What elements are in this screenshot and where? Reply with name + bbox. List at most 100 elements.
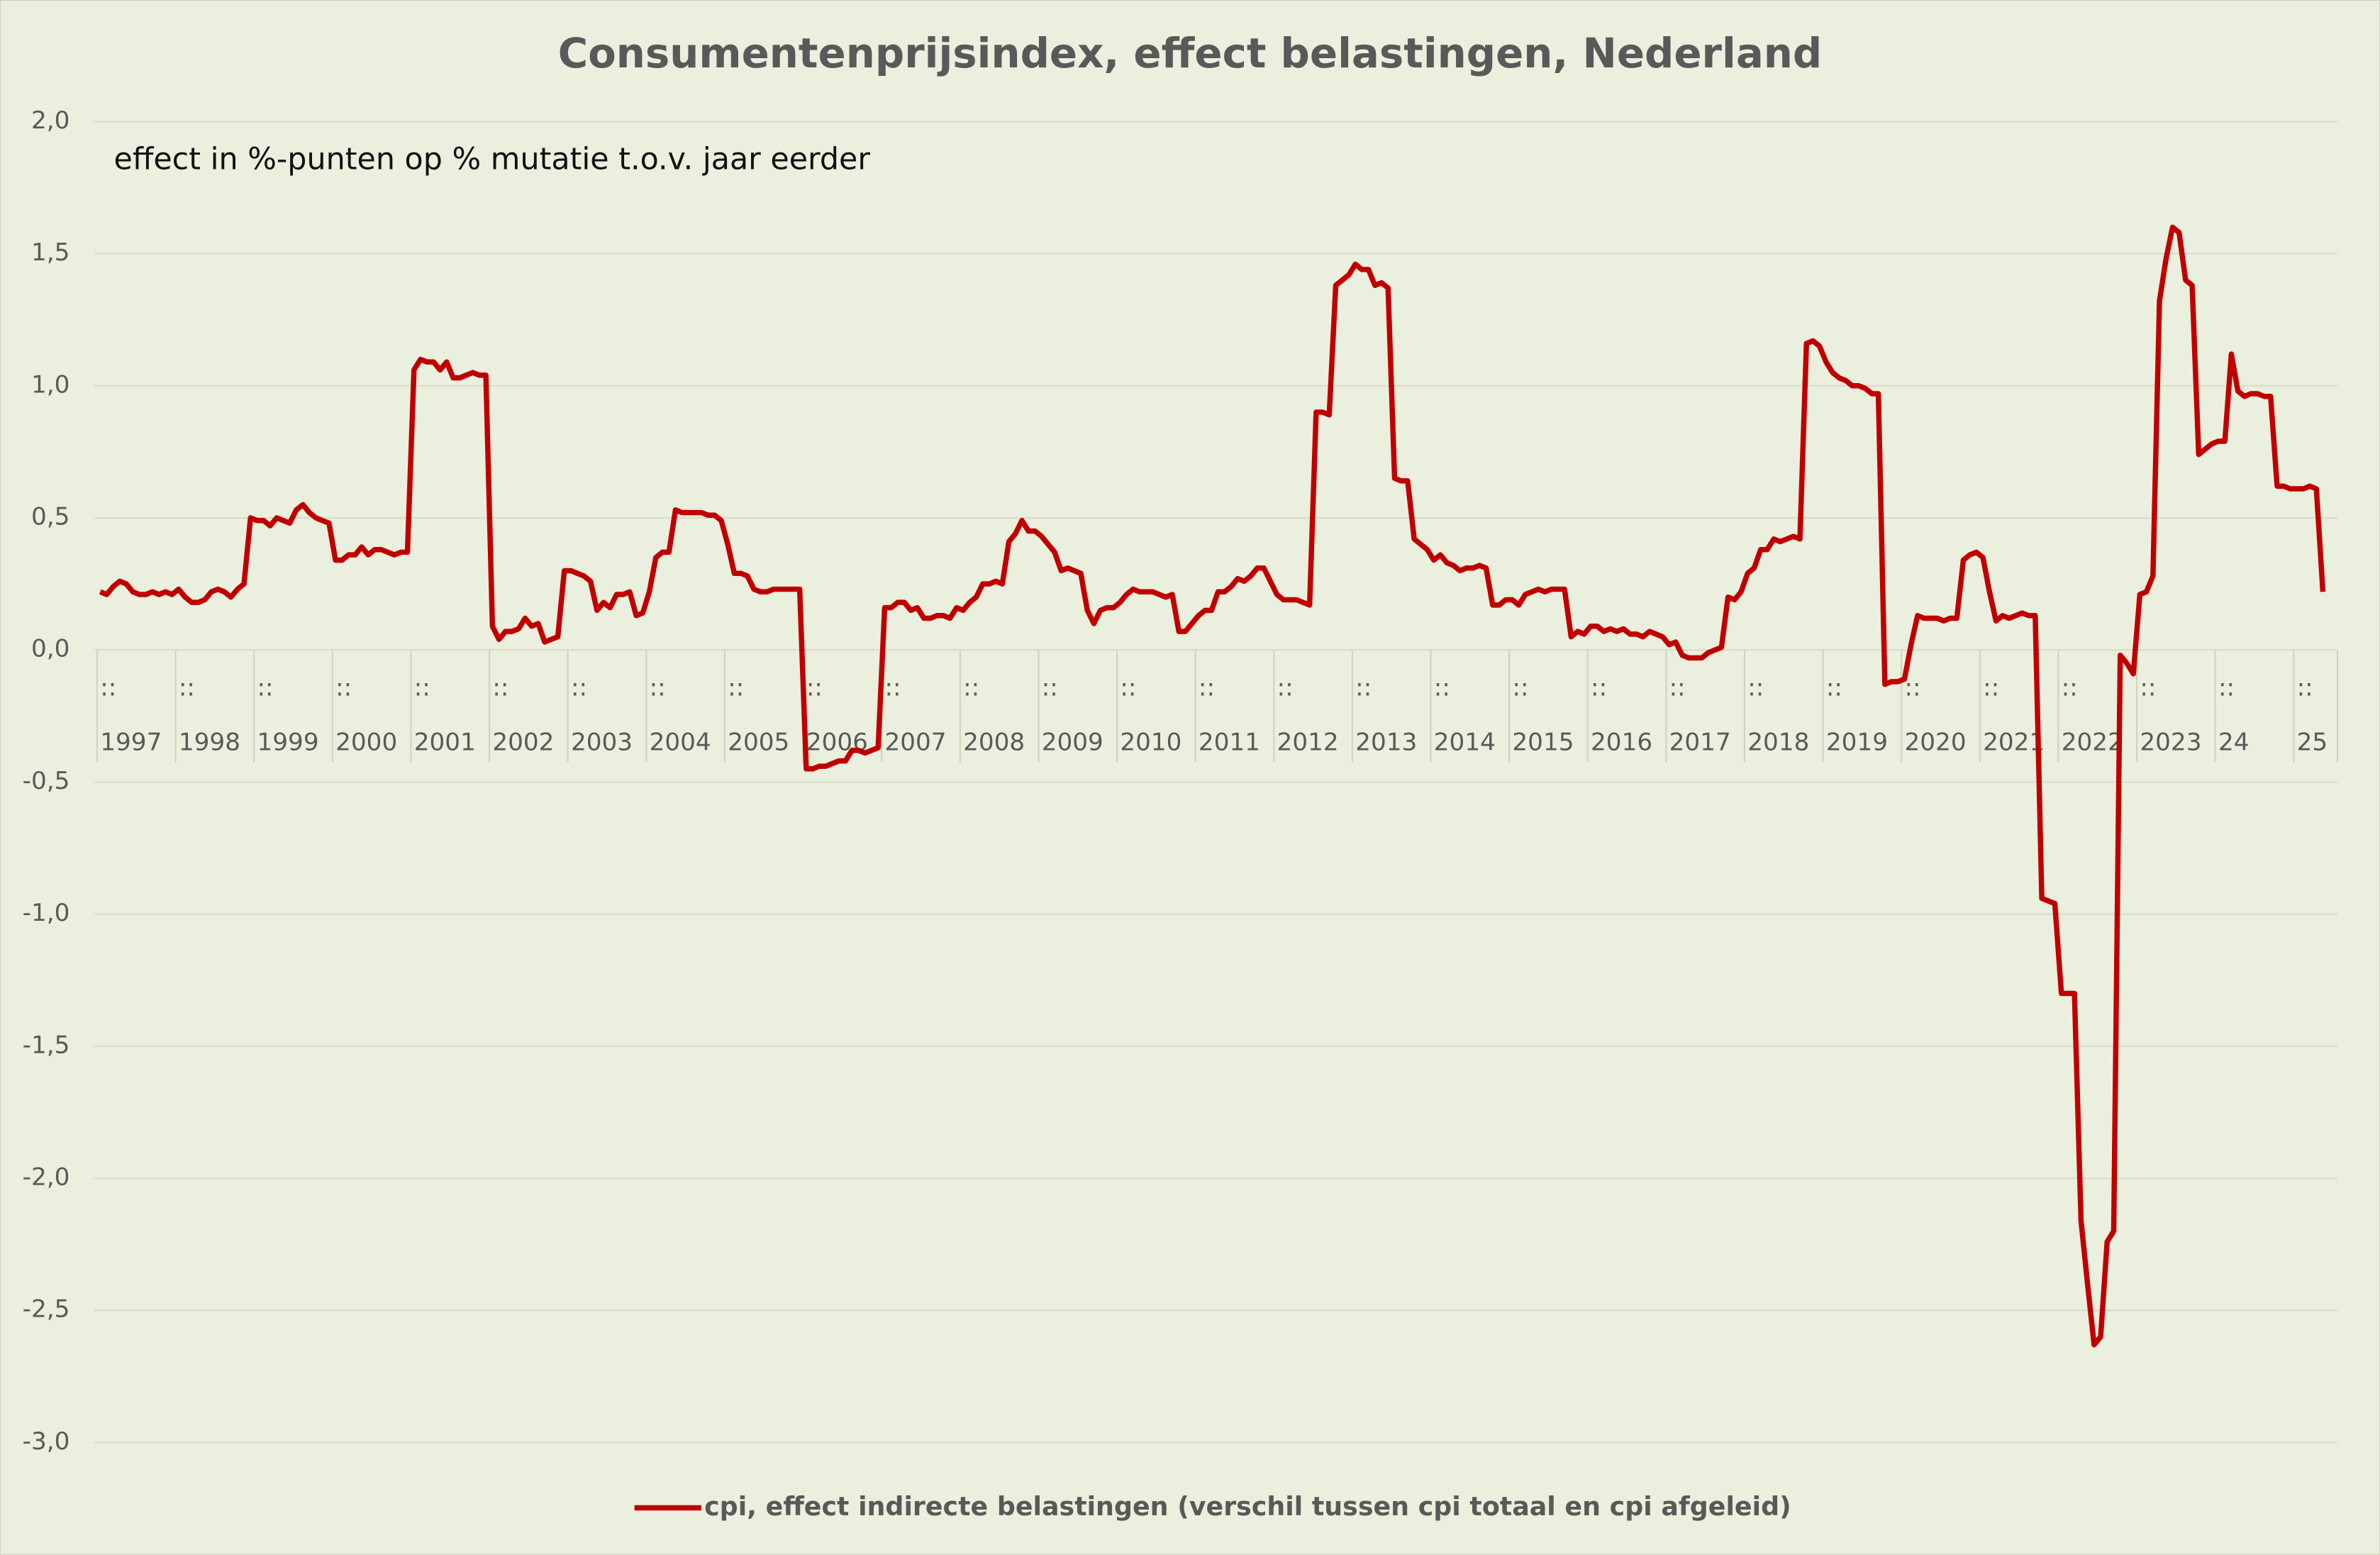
x-tick-label: :: 2012 — [1277, 673, 1339, 756]
x-tick-label-part: 24 — [2218, 728, 2250, 756]
x-tick-label: :: 1998 — [179, 673, 240, 756]
x-tick-label: :: 2009 — [1042, 673, 1103, 756]
x-tick-label: :: 2016 — [1591, 673, 1652, 756]
x-tick-label-part: :: — [1669, 673, 1686, 702]
x-tick-label-part: :: — [1120, 673, 1136, 702]
y-tick-label: 0,5 — [31, 503, 69, 531]
x-tick-label: :: 2008 — [963, 673, 1025, 756]
y-tick-label: -0,5 — [23, 767, 70, 795]
x-tick-label: :: 2023 — [2140, 673, 2201, 756]
x-tick-label: :: 2020 — [1905, 673, 1967, 756]
y-tick-label: -2,0 — [23, 1163, 70, 1192]
x-tick-label: :: 2021 — [1983, 673, 2045, 756]
x-tick-label: :: 24 — [2218, 673, 2250, 756]
x-tick-label-part: 2017 — [1669, 728, 1731, 756]
x-tick-label-part: :: — [571, 673, 587, 702]
x-tick-label-part: :: — [1199, 673, 1215, 702]
x-tick-label: :: 2006 — [806, 673, 868, 756]
subtitle: effect in %-punten op % mutatie t.o.v. j… — [114, 142, 871, 177]
x-tick-label-part: :: — [1277, 673, 1294, 702]
x-tick-label-part: 2012 — [1277, 728, 1339, 756]
x-tick-label: :: 1997 — [100, 673, 162, 756]
x-tick-label-part: :: — [1983, 673, 1999, 702]
x-tick-label: :: 1999 — [257, 673, 318, 756]
x-tick-label-part: 2014 — [1434, 728, 1496, 756]
x-tick-label-part: 2004 — [650, 728, 711, 756]
data-line — [99, 224, 2326, 1348]
x-tick-label-part: :: — [179, 673, 195, 702]
x-tick-label-part: 2000 — [335, 728, 397, 756]
x-tick-label: :: 2018 — [1747, 673, 1809, 756]
x-tick-label-part: 1997 — [100, 728, 162, 756]
y-tick-label: 2,0 — [31, 106, 69, 135]
x-tick-label-part: 2005 — [728, 728, 789, 756]
x-tick-label: :: 2005 — [728, 673, 789, 756]
x-tick-label-part: 2003 — [571, 728, 633, 756]
x-tick-label-part: :: — [100, 673, 116, 702]
x-tick-label-part: :: — [806, 673, 823, 702]
x-tick-label: :: 2015 — [1512, 673, 1574, 756]
x-tick-label-part: 1999 — [257, 728, 318, 756]
x-tick-label-part: :: — [1355, 673, 1372, 702]
x-tick-label-part: 2016 — [1591, 728, 1652, 756]
x-tick-label: :: 2011 — [1199, 673, 1260, 756]
x-tick-label-part: :: — [1434, 673, 1450, 702]
x-tick-label: :: 2014 — [1434, 673, 1496, 756]
y-tick-label: 0,0 — [31, 635, 69, 663]
x-tick-label-part: 2013 — [1355, 728, 1417, 756]
x-tick-label-part: 2001 — [414, 728, 476, 756]
y-tick-label: -1,5 — [23, 1031, 70, 1059]
x-tick-label-part: 25 — [2297, 728, 2328, 756]
x-tick-label-part: :: — [2062, 673, 2078, 702]
x-tick-label: :: 2002 — [492, 673, 554, 756]
x-tick-label-part: 2023 — [2140, 728, 2201, 756]
x-tick-label-part: :: — [492, 673, 508, 702]
x-tick-label-part: 2022 — [2062, 728, 2123, 756]
x-tick-label: :: 2007 — [884, 673, 946, 756]
x-tick-label: :: 2001 — [414, 673, 476, 756]
x-tick-label-part: 2021 — [1983, 728, 2045, 756]
x-tick-label-part: :: — [1747, 673, 1764, 702]
x-tick-label: :: 2013 — [1355, 673, 1417, 756]
x-tick-label: :: 2004 — [650, 673, 711, 756]
x-tick-label-part: 2008 — [963, 728, 1025, 756]
x-tick-label-part: :: — [1905, 673, 1921, 702]
x-tick-label-part: 2015 — [1512, 728, 1574, 756]
x-tick-label: :: 25 — [2297, 673, 2328, 756]
x-tick-label-part: 2002 — [492, 728, 554, 756]
chart-title: Consumentenprijsindex, effect belastinge… — [558, 29, 1823, 77]
y-tick-label: 1,5 — [31, 238, 69, 267]
x-tick-label-part: :: — [335, 673, 352, 702]
x-tick-label-part: 2018 — [1747, 728, 1809, 756]
x-tick-label: :: 2010 — [1120, 673, 1181, 756]
x-tick-label-part: 2010 — [1120, 728, 1181, 756]
x-tick-label-part: :: — [884, 673, 901, 702]
x-tick-label-part: 2019 — [1826, 728, 1888, 756]
x-tick-label-part: :: — [414, 673, 430, 702]
x-tick-label-part: :: — [1512, 673, 1528, 702]
x-tick-label-part: :: — [963, 673, 979, 702]
x-tick-label-part: :: — [1042, 673, 1058, 702]
y-tick-label: -1,0 — [23, 899, 70, 927]
x-tick-label: :: 2000 — [335, 673, 397, 756]
x-tick-label-part: 2009 — [1042, 728, 1103, 756]
x-tick-label: :: 2003 — [571, 673, 633, 756]
y-tick-label: -3,0 — [23, 1427, 70, 1456]
x-tick-label: :: 2019 — [1826, 673, 1888, 756]
x-tick-label-part: :: — [650, 673, 666, 702]
x-tick-label-part: :: — [257, 673, 273, 702]
x-tick-label-part: 2020 — [1905, 728, 1967, 756]
y-tick-label: -2,5 — [23, 1295, 70, 1324]
x-tick-label-part: :: — [728, 673, 744, 702]
x-tick-label-part: :: — [2140, 673, 2156, 702]
x-tick-label-part: 2011 — [1199, 728, 1260, 756]
x-tick-label-part: :: — [2297, 673, 2313, 702]
x-tick-label-part: 2007 — [884, 728, 946, 756]
x-tick-label-part: 1998 — [179, 728, 240, 756]
x-tick-label-part: :: — [2218, 673, 2235, 702]
x-tick-label: :: 2022 — [2062, 673, 2123, 756]
x-tick-label-part: :: — [1591, 673, 1607, 702]
